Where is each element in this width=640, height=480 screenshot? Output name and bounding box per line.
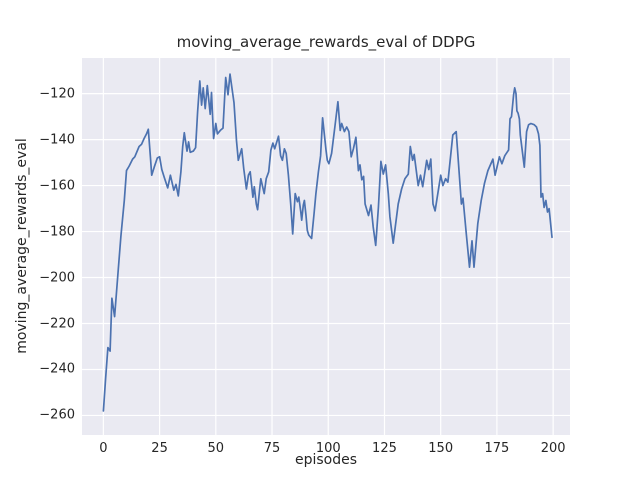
x-tick-label: 50 (207, 441, 225, 456)
y-tick-label: −140 (39, 132, 75, 148)
series-line-moving_average_rewards_eval (102, 73, 553, 412)
y-tick-label: −180 (39, 224, 75, 240)
y-tick-label: −160 (39, 178, 75, 194)
x-tick-label: 125 (372, 441, 397, 456)
y-tick-label: −200 (39, 270, 75, 286)
y-tick-label: −120 (39, 86, 75, 102)
y-tick-label: −220 (39, 316, 75, 331)
x-tick-label: 75 (263, 441, 281, 456)
x-tick-label: 100 (315, 441, 341, 456)
x-tick-label: 0 (99, 441, 108, 456)
y-tick-label: −260 (39, 407, 75, 423)
x-tick-label: 150 (428, 441, 454, 456)
x-tick-label: 175 (484, 441, 510, 456)
chart-title: moving_average_rewards_eval of DDPG (176, 33, 476, 51)
x-axis-label: episodes (294, 452, 358, 468)
x-tick-label: 25 (151, 441, 168, 456)
plot-area (82, 58, 570, 435)
y-axis-label: moving_average_rewards_eval (14, 138, 30, 354)
x-tick-label: 200 (540, 441, 566, 456)
y-tick-label: −240 (39, 361, 75, 377)
